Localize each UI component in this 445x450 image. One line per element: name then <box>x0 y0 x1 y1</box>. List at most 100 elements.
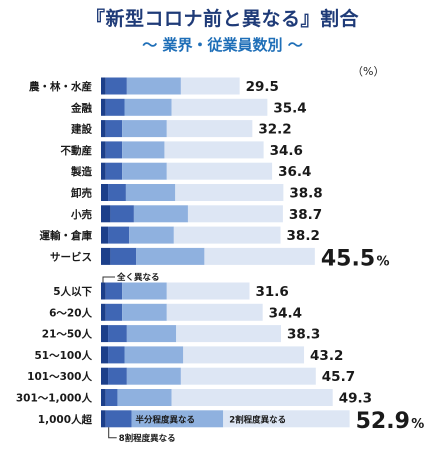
total-value-label: 32.2 <box>258 122 291 138</box>
bar-segment <box>101 184 109 201</box>
category-label: サービス <box>50 250 92 263</box>
category-label: 卸売 <box>71 187 92 200</box>
bar-segment <box>108 346 125 364</box>
annotation-label: 2割程度異なる <box>229 414 286 425</box>
chart-subtitle: 〜 業界・従業員数別 〜 <box>142 36 303 54</box>
total-value-label: 38.7 <box>289 207 322 223</box>
bar-segment <box>126 77 181 95</box>
total-value-label: 29.5 <box>246 79 279 95</box>
bar-segment <box>105 141 123 159</box>
bar-segment <box>124 98 172 116</box>
bar-segment <box>101 141 106 159</box>
bar-segment <box>105 77 127 95</box>
bar-segment <box>105 410 132 428</box>
bar-segment <box>101 247 111 265</box>
category-label: 1,000人超 <box>38 413 93 426</box>
chart-title: 『新型コロナ前と異なる』割合 <box>85 8 359 30</box>
bar-segment <box>101 325 109 343</box>
bar-segment <box>122 141 165 159</box>
category-label: 301〜1,000人 <box>16 392 93 405</box>
bar-segment <box>126 325 177 343</box>
category-label: 21〜50人 <box>42 328 93 341</box>
bar-segment <box>166 282 250 300</box>
bar-segment <box>166 162 273 180</box>
bar-segment <box>110 205 134 223</box>
percent-sign: % <box>376 254 389 269</box>
bar-segment <box>122 303 167 321</box>
bar-segment <box>108 325 127 343</box>
bar-segment <box>105 389 118 406</box>
unit-label: （%） <box>352 65 385 78</box>
bar-segment <box>133 205 188 223</box>
bar-segment <box>164 141 264 159</box>
annotation-label: 全く異なる <box>116 272 160 283</box>
total-value-label: 45.5 <box>321 246 375 271</box>
bar-segment <box>101 98 106 116</box>
category-label: 101〜300人 <box>27 370 92 383</box>
bar-segment <box>125 184 176 201</box>
total-value-label: 38.8 <box>289 186 322 202</box>
category-label: 不動産 <box>61 144 93 157</box>
bar-segment <box>173 226 281 244</box>
percent-sign: % <box>411 417 424 432</box>
bar-segment <box>171 389 333 406</box>
bar-segment <box>122 282 167 300</box>
bar-segment <box>101 162 106 180</box>
category-label: 建設 <box>70 123 92 136</box>
total-value-label: 45.7 <box>322 369 355 385</box>
bar-segment <box>122 120 167 138</box>
category-label: 5人以下 <box>53 285 92 298</box>
annotation-leader <box>108 427 117 439</box>
bar-segment <box>117 389 172 406</box>
bar-segment <box>108 226 130 244</box>
category-label: 製造 <box>70 165 92 178</box>
total-value-label: 34.6 <box>270 143 303 159</box>
bar-segment <box>183 346 305 364</box>
bar-segment <box>166 120 253 138</box>
bar-segment <box>105 98 125 116</box>
bar-segment <box>129 226 174 244</box>
bar-segment <box>105 303 123 321</box>
category-label: 6〜20人 <box>49 306 92 319</box>
bar-segment <box>180 367 316 385</box>
bar-segment <box>101 282 106 300</box>
bar-segment <box>101 120 106 138</box>
bar-segment <box>171 98 268 116</box>
annotation-leader <box>102 276 115 283</box>
bar-segment <box>101 410 106 428</box>
bar-segment <box>176 325 282 343</box>
bar-segment <box>101 389 106 406</box>
bar-segment <box>101 346 109 364</box>
bar-segment <box>108 184 126 201</box>
total-value-label: 38.3 <box>287 327 320 343</box>
total-value-label: 34.4 <box>269 305 302 321</box>
bar-segment <box>122 162 167 180</box>
annotation-label: 半分程度異なる <box>136 414 196 425</box>
category-label: 金融 <box>70 101 92 114</box>
bar-segment <box>110 247 137 265</box>
bar-segment <box>175 184 284 201</box>
total-value-label: 38.2 <box>287 228 320 244</box>
bar-segment <box>204 247 315 265</box>
bar-segment <box>187 205 283 223</box>
total-value-label: 35.4 <box>273 100 306 116</box>
category-label: 小売 <box>70 208 92 221</box>
bar-segment <box>101 77 106 95</box>
total-value-label: 43.2 <box>310 348 343 364</box>
bar-segment <box>136 247 205 265</box>
bar-segment <box>108 367 127 385</box>
bar-segment <box>223 410 350 428</box>
bar-segment <box>105 162 123 180</box>
total-value-label: 49.3 <box>339 391 372 407</box>
bar-segment <box>101 205 111 223</box>
bar-segment <box>124 346 184 364</box>
bar-segment <box>101 303 106 321</box>
annotation-label: 8割程度異なる <box>119 433 176 444</box>
bar-segment <box>101 367 109 385</box>
category-label: 51〜100人 <box>34 349 92 362</box>
category-label: 農・林・水産 <box>29 80 92 93</box>
bar-segment <box>101 226 109 244</box>
bar-segment <box>180 77 240 95</box>
total-value-label: 52.9 <box>356 409 410 434</box>
